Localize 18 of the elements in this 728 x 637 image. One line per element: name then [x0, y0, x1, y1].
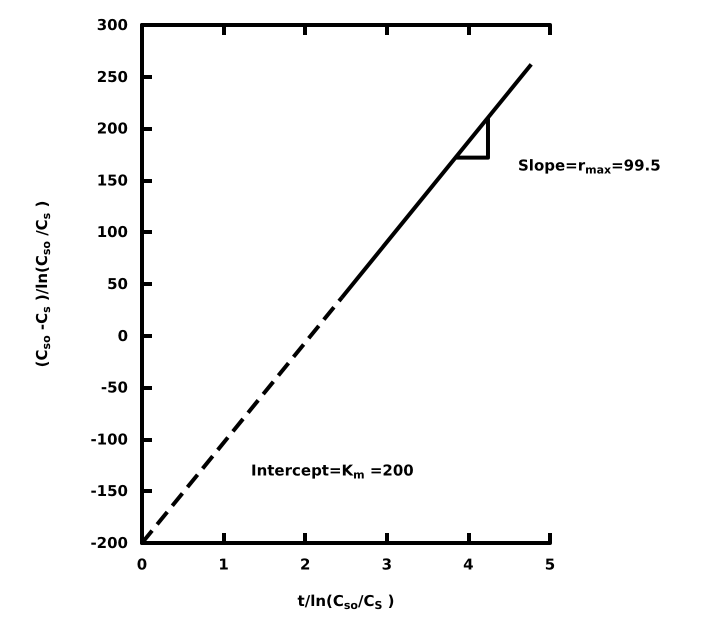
y-tick-label: 300 [96, 16, 128, 34]
x-tick-label: 4 [463, 556, 474, 574]
y-tick-label: 200 [96, 120, 128, 138]
y-tick-label: 150 [96, 171, 128, 190]
y-tick-label: -200 [90, 534, 128, 552]
y-tick-label: 250 [96, 68, 128, 86]
text: (Cso -Cs )/ln(Cso /Cs ) [33, 200, 53, 368]
x-tick-label: 1 [218, 556, 229, 574]
y-tick-label: -150 [90, 482, 128, 500]
y-tick-label: 100 [96, 223, 128, 242]
y-tick-label: -100 [90, 430, 128, 448]
x-tick-label: 0 [136, 556, 148, 574]
x-tick-label: 5 [544, 556, 556, 574]
y-tick-label: -50 [100, 378, 128, 397]
x-tick-label: 3 [382, 556, 392, 574]
y-tick-label: 0 [118, 326, 128, 345]
x-tick-label: 2 [300, 556, 310, 574]
y-tick-label: 50 [107, 275, 128, 293]
